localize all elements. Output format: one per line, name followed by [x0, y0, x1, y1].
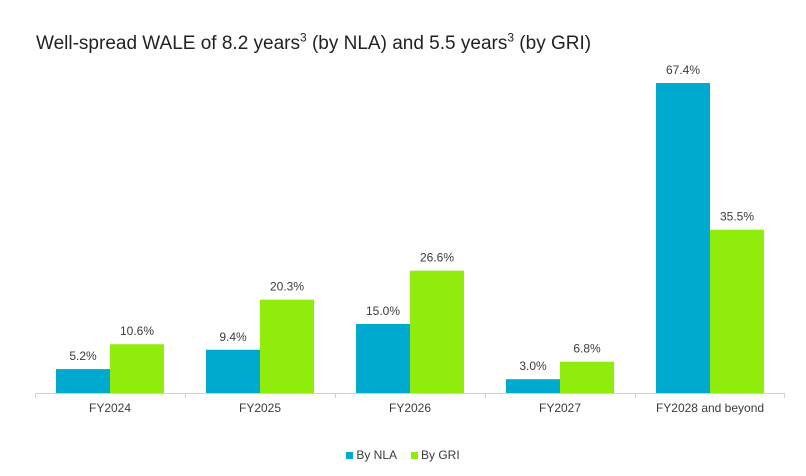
- data-label: 20.3%: [270, 280, 304, 294]
- legend-swatch-nla: [346, 451, 354, 459]
- data-label: 10.6%: [120, 324, 154, 338]
- bar-nla-fy2024: [56, 369, 110, 393]
- legend-item-gri: By GRI: [411, 448, 460, 462]
- data-label: 26.6%: [420, 251, 454, 265]
- data-label: 3.0%: [519, 359, 547, 373]
- data-label: 15.0%: [366, 304, 400, 318]
- chart-title: Well-spread WALE of 8.2 years3 (by NLA) …: [36, 30, 592, 54]
- legend-swatch-gri: [411, 451, 418, 459]
- bar-gri-fy2028-and-beyond: [710, 229, 764, 393]
- data-label: 5.2%: [69, 349, 97, 363]
- data-label: 35.5%: [720, 210, 754, 224]
- bar-nla-fy2027: [506, 379, 560, 393]
- bar-gri-fy2024: [110, 344, 164, 393]
- data-label: 6.8%: [573, 342, 601, 356]
- bar-gri-fy2025: [260, 299, 314, 393]
- x-tick-label: FY2027: [539, 401, 581, 415]
- legend-label-nla: By NLA: [356, 448, 397, 462]
- x-tick-label: FY2025: [239, 401, 281, 415]
- bar-nla-fy2026: [356, 324, 410, 393]
- x-tick-label: FY2026: [389, 401, 431, 415]
- legend: By NLA By GRI: [0, 448, 806, 462]
- bar-nla-fy2025: [206, 349, 260, 393]
- bar-gri-fy2026: [410, 270, 464, 393]
- x-tick-label: FY2024: [89, 401, 131, 415]
- legend-item-nla: By NLA: [346, 448, 397, 462]
- data-label: 9.4%: [219, 330, 247, 344]
- legend-label-gri: By GRI: [421, 448, 460, 462]
- bar-nla-fy2028-and-beyond: [656, 83, 710, 393]
- x-tick-label: FY2028 and beyond: [656, 401, 764, 415]
- bar-gri-fy2027: [560, 361, 614, 393]
- data-label: 67.4%: [666, 63, 700, 77]
